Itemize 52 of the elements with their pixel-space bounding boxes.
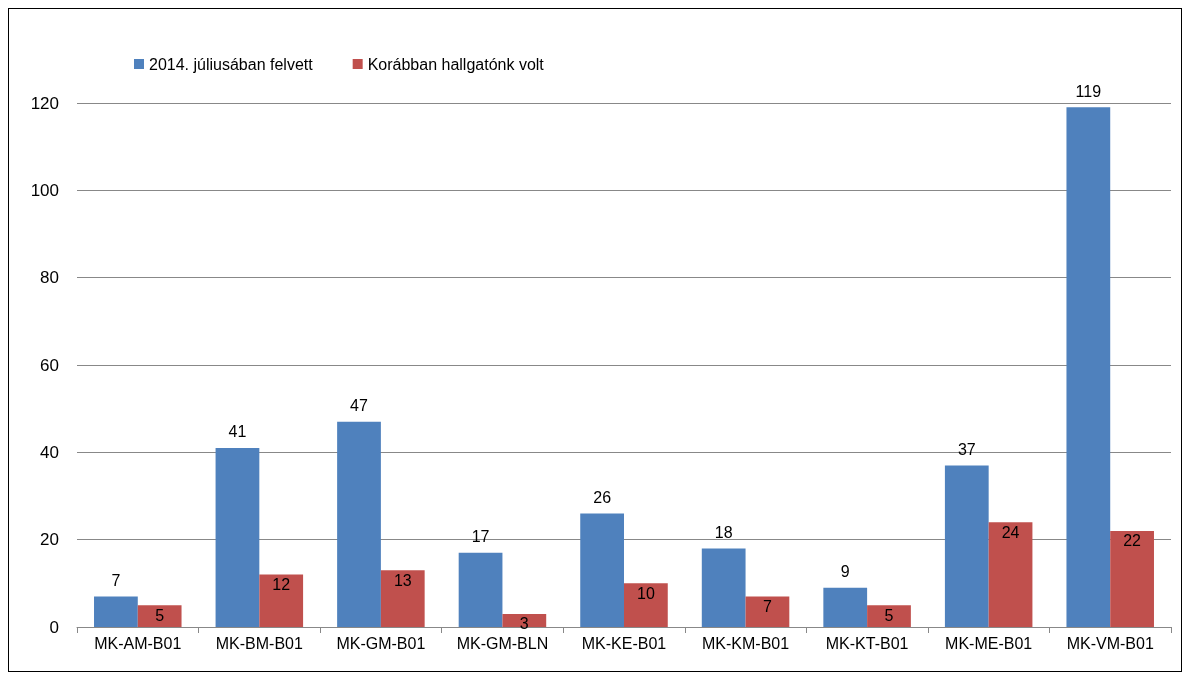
data-label: 18 bbox=[714, 523, 733, 541]
data-label: 12 bbox=[272, 576, 291, 594]
data-label: 7 bbox=[762, 597, 772, 615]
bar bbox=[215, 447, 260, 627]
y-tick-label: 80 bbox=[40, 268, 59, 288]
bar bbox=[944, 465, 989, 627]
y-tick-label: 120 bbox=[30, 93, 59, 113]
bar bbox=[380, 570, 425, 627]
bar bbox=[701, 548, 746, 627]
x-tick-label: MK-AM-B01 bbox=[94, 634, 182, 652]
x-tick-label: MK-KE-B01 bbox=[581, 634, 667, 652]
bar bbox=[988, 522, 1033, 627]
data-label: 10 bbox=[636, 584, 655, 602]
data-label: 41 bbox=[228, 423, 247, 441]
bar bbox=[823, 587, 868, 627]
x-tick-label: MK-ME-B01 bbox=[945, 634, 1033, 652]
legend-label: 2014. júliusában felvett bbox=[149, 55, 314, 73]
y-tick-label: 0 bbox=[49, 617, 59, 637]
x-tick-label: MK-KT-B01 bbox=[825, 634, 909, 652]
data-label: 9 bbox=[840, 563, 850, 581]
data-label: 119 bbox=[1075, 82, 1102, 100]
x-tick-label: MK-GM-B01 bbox=[336, 634, 426, 652]
bar bbox=[1110, 530, 1154, 627]
y-tick-label: 100 bbox=[30, 180, 59, 200]
bar bbox=[580, 513, 624, 627]
bar bbox=[137, 605, 182, 627]
data-label: 5 bbox=[884, 606, 894, 624]
data-label: 5 bbox=[155, 606, 165, 624]
x-tick-label: MK-KM-B01 bbox=[701, 634, 790, 652]
data-label: 47 bbox=[350, 397, 369, 415]
bar bbox=[337, 421, 381, 627]
x-tick-label: MK-VM-B01 bbox=[1066, 634, 1154, 652]
data-label: 22 bbox=[1123, 532, 1142, 550]
bar bbox=[259, 574, 304, 627]
bar bbox=[745, 596, 790, 627]
data-label: 37 bbox=[957, 440, 976, 458]
data-label: 7 bbox=[111, 571, 121, 589]
data-label: 26 bbox=[593, 488, 612, 506]
bar bbox=[1066, 107, 1111, 627]
x-tick-label: MK-GM-BLN bbox=[456, 634, 549, 652]
x-tick-label: MK-BM-B01 bbox=[215, 634, 303, 652]
bar bbox=[458, 552, 503, 627]
y-tick-label: 40 bbox=[40, 442, 59, 462]
data-label: 24 bbox=[1001, 523, 1020, 541]
bar bbox=[867, 605, 911, 627]
y-tick-label: 20 bbox=[40, 530, 59, 550]
legend-label: Korábban hallgatónk volt bbox=[367, 55, 545, 73]
data-label: 17 bbox=[471, 528, 490, 546]
bar bbox=[94, 596, 138, 627]
y-tick-label: 60 bbox=[40, 355, 59, 375]
data-label: 13 bbox=[393, 571, 412, 589]
bar bbox=[624, 583, 668, 627]
